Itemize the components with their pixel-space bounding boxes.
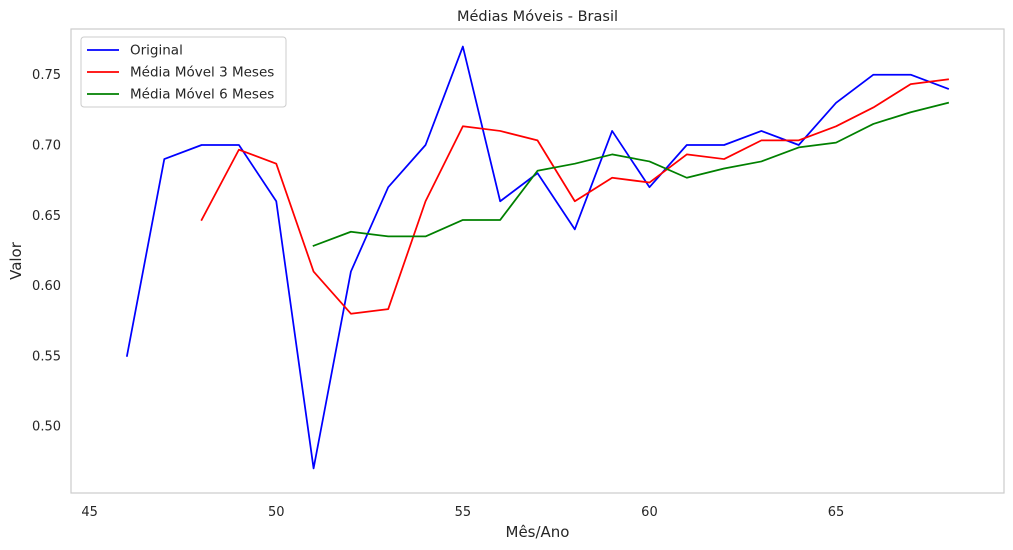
x-tick-label: 60 bbox=[641, 505, 658, 520]
legend: Original Média Móvel 3 Meses Média Móvel 6… bbox=[80, 36, 287, 108]
y-tick-label: 0.70 bbox=[32, 139, 61, 154]
series-layer bbox=[125, 45, 950, 470]
y-tick-label: 0.50 bbox=[32, 420, 61, 435]
legend-label-2: Média Móvel 3 Meses bbox=[130, 65, 274, 81]
chart-title: Médias Móveis - Brasil bbox=[457, 9, 618, 25]
x-tick-label: 50 bbox=[268, 505, 285, 520]
series-line-1 bbox=[125, 45, 950, 470]
legend-box bbox=[80, 36, 287, 108]
series-line-3 bbox=[312, 101, 950, 247]
y-tick-label: 0.60 bbox=[32, 279, 61, 294]
series-line-2 bbox=[200, 78, 949, 315]
x-axis-ticks: 45 50 55 60 65 bbox=[81, 505, 844, 520]
y-tick-label: 0.75 bbox=[32, 68, 61, 83]
x-tick-label: 45 bbox=[81, 505, 98, 520]
x-axis-label: Mês/Ano bbox=[506, 523, 570, 541]
y-axis-ticks: 0.50 0.55 0.60 0.65 0.70 0.75 bbox=[32, 68, 61, 435]
plot-area-frame bbox=[70, 28, 1005, 494]
legend-label-1: Original bbox=[130, 43, 183, 59]
y-axis-label: Valor bbox=[7, 241, 25, 280]
legend-label-3: Média Móvel 6 Meses bbox=[130, 87, 274, 103]
x-tick-label: 55 bbox=[455, 505, 472, 520]
y-tick-label: 0.65 bbox=[32, 209, 61, 224]
x-tick-label: 65 bbox=[828, 505, 845, 520]
y-tick-label: 0.55 bbox=[32, 349, 61, 364]
